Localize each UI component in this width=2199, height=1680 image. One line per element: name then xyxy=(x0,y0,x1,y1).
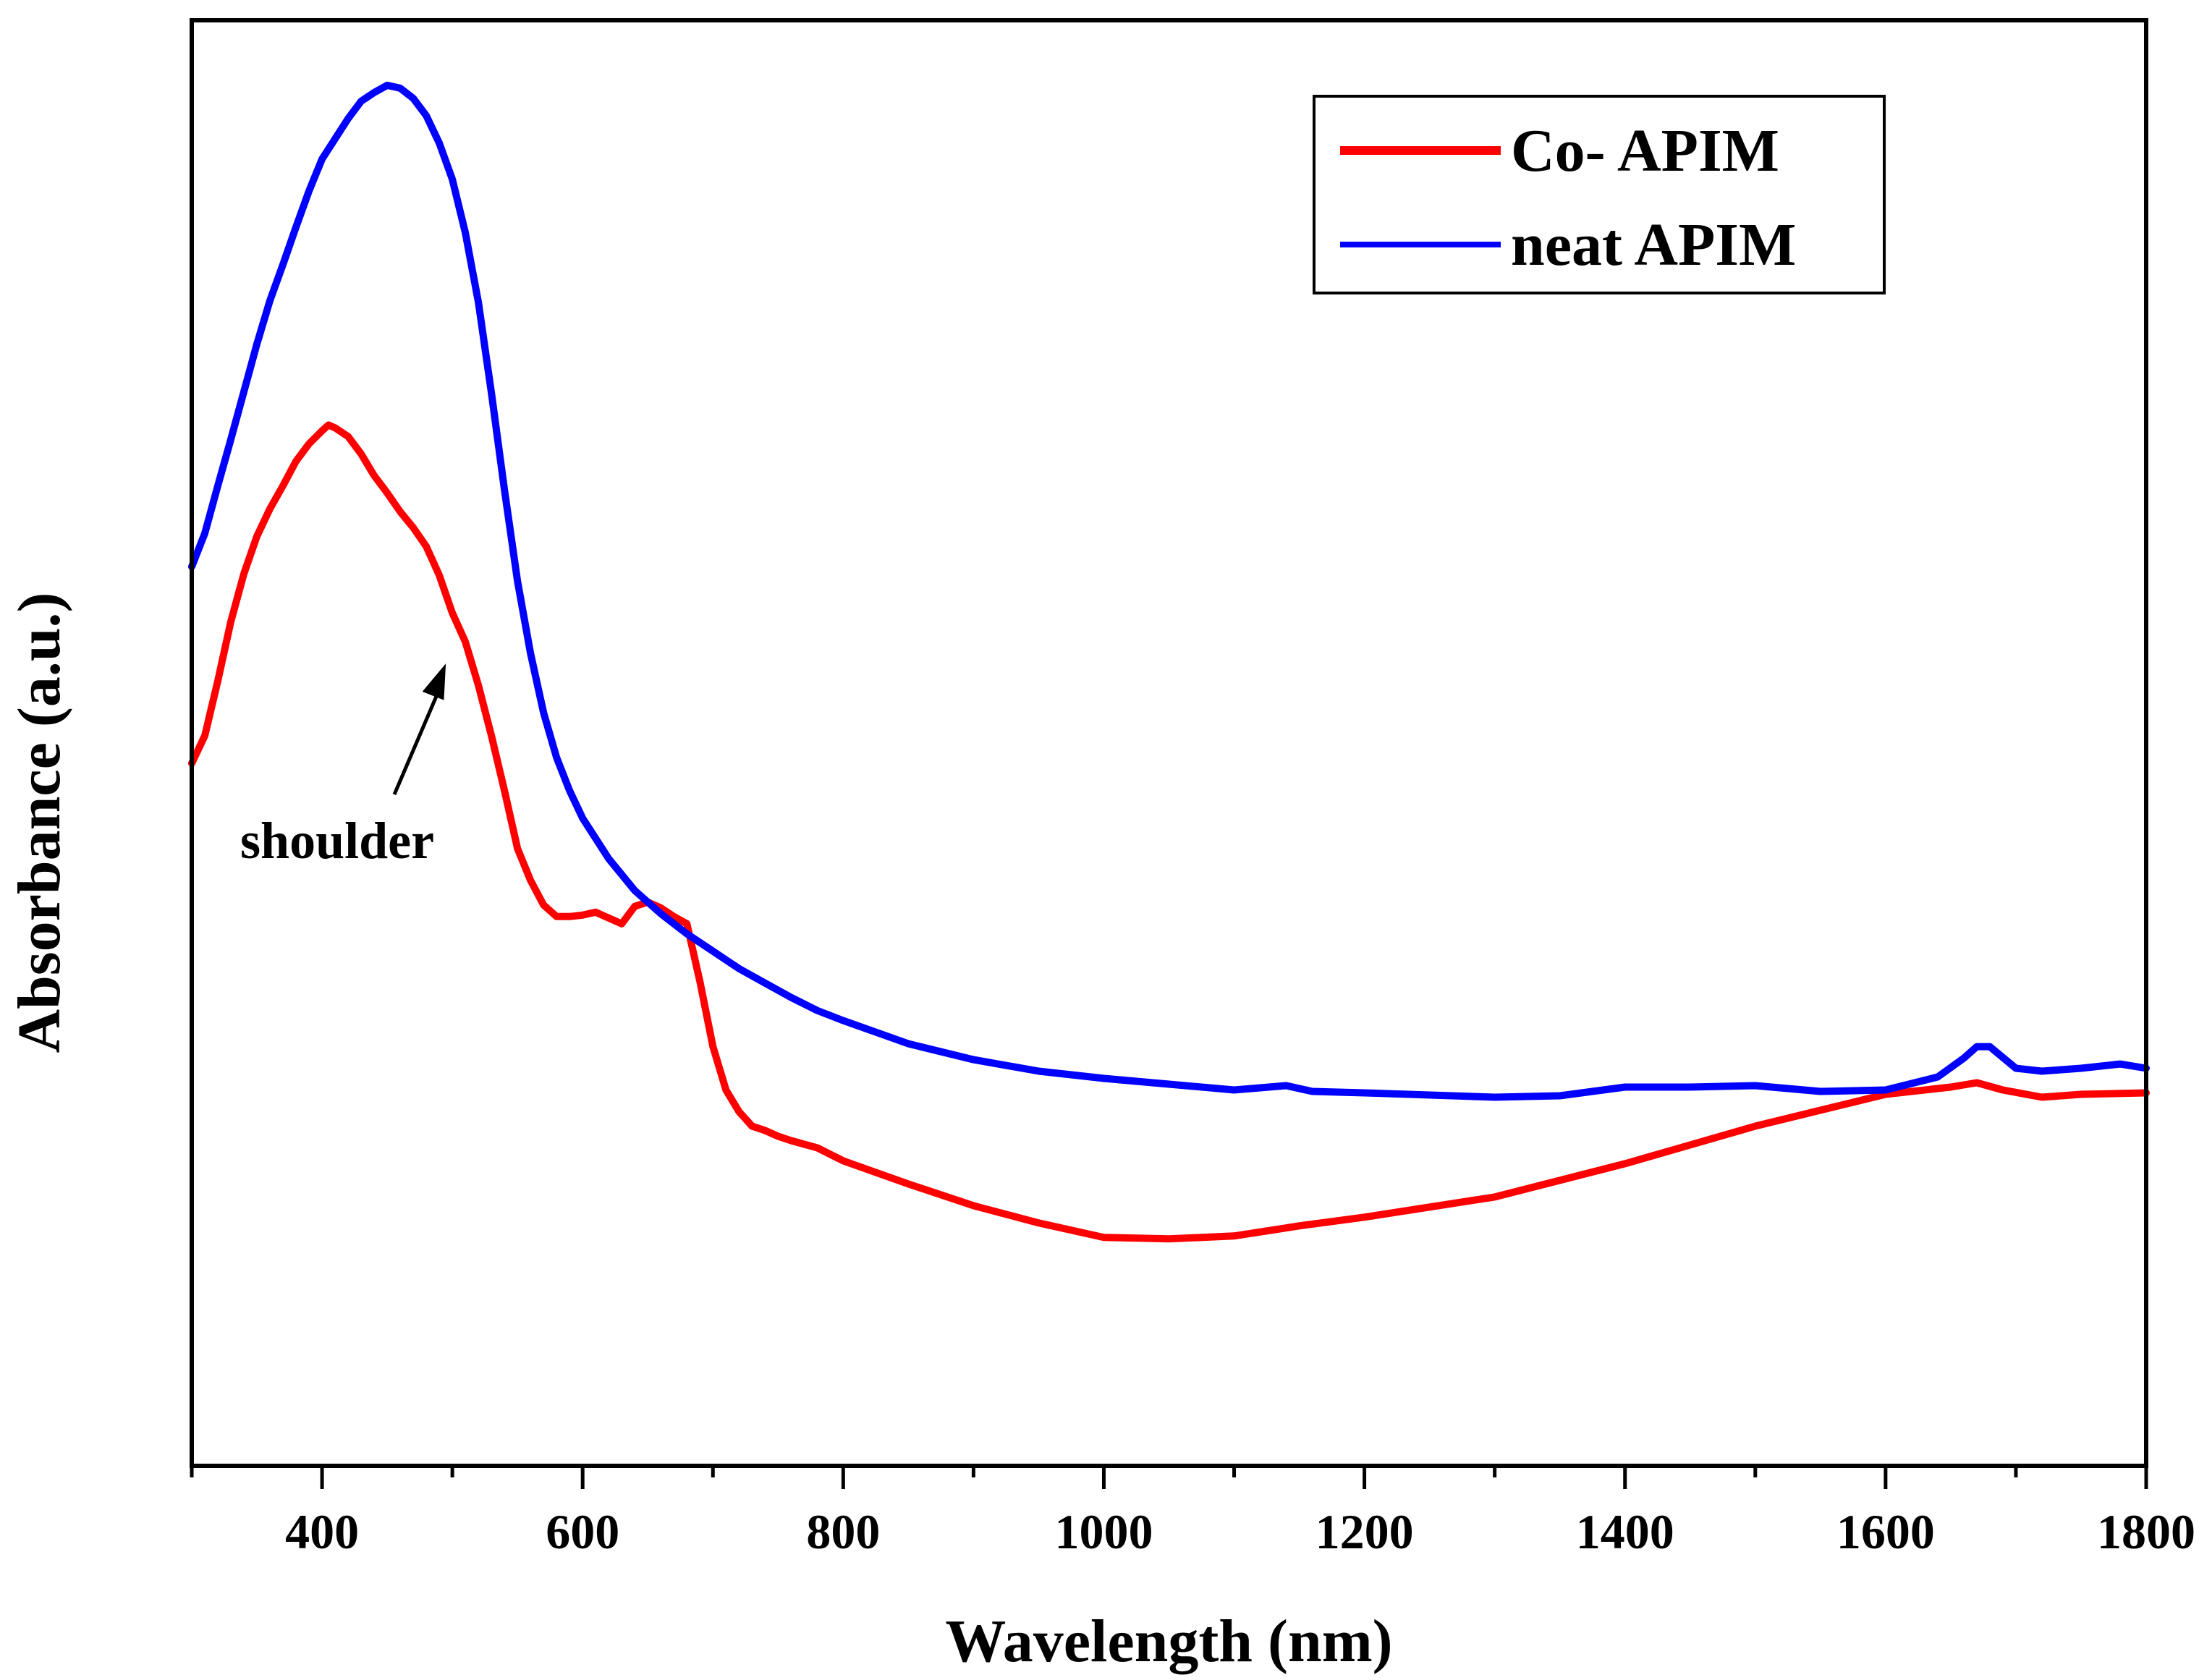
annotation-arrow-shaft xyxy=(392,690,441,795)
x-axis-ticks: 400 600 800 1000 1200 1400 1600 1800 xyxy=(190,1466,2195,1559)
legend-label-1: neat APIM xyxy=(1511,211,1796,279)
x-tick-label: 800 xyxy=(806,1504,880,1559)
axes-layer xyxy=(190,18,2148,1468)
x-axis-title: Wavelength (nm) xyxy=(945,1608,1392,1675)
annotation: shoulder xyxy=(240,663,446,870)
x-tick-label: 1200 xyxy=(1315,1504,1414,1559)
series-line-co-apim xyxy=(188,421,2150,1243)
series-line-neat-apim xyxy=(188,81,2150,1101)
x-tick-label: 400 xyxy=(285,1504,359,1559)
x-tick-label: 1400 xyxy=(1576,1504,1674,1559)
legend: Co- APIM neat APIM xyxy=(1313,95,1886,294)
x-tick-label: 1000 xyxy=(1054,1504,1153,1559)
plot-layer xyxy=(188,81,2150,1243)
x-tick-label: 600 xyxy=(546,1504,619,1559)
annotation-arrow-head xyxy=(422,663,446,700)
x-tick-label: 1800 xyxy=(2097,1504,2195,1559)
x-tick-label: 1600 xyxy=(1836,1504,1935,1559)
legend-label-0: Co- APIM xyxy=(1511,117,1779,184)
plot-frame xyxy=(190,18,2148,1468)
y-axis-title: Absorbance (a.u.) xyxy=(6,592,73,1053)
annotation-shoulder-label: shoulder xyxy=(240,812,434,870)
legend-box xyxy=(1313,95,1886,294)
